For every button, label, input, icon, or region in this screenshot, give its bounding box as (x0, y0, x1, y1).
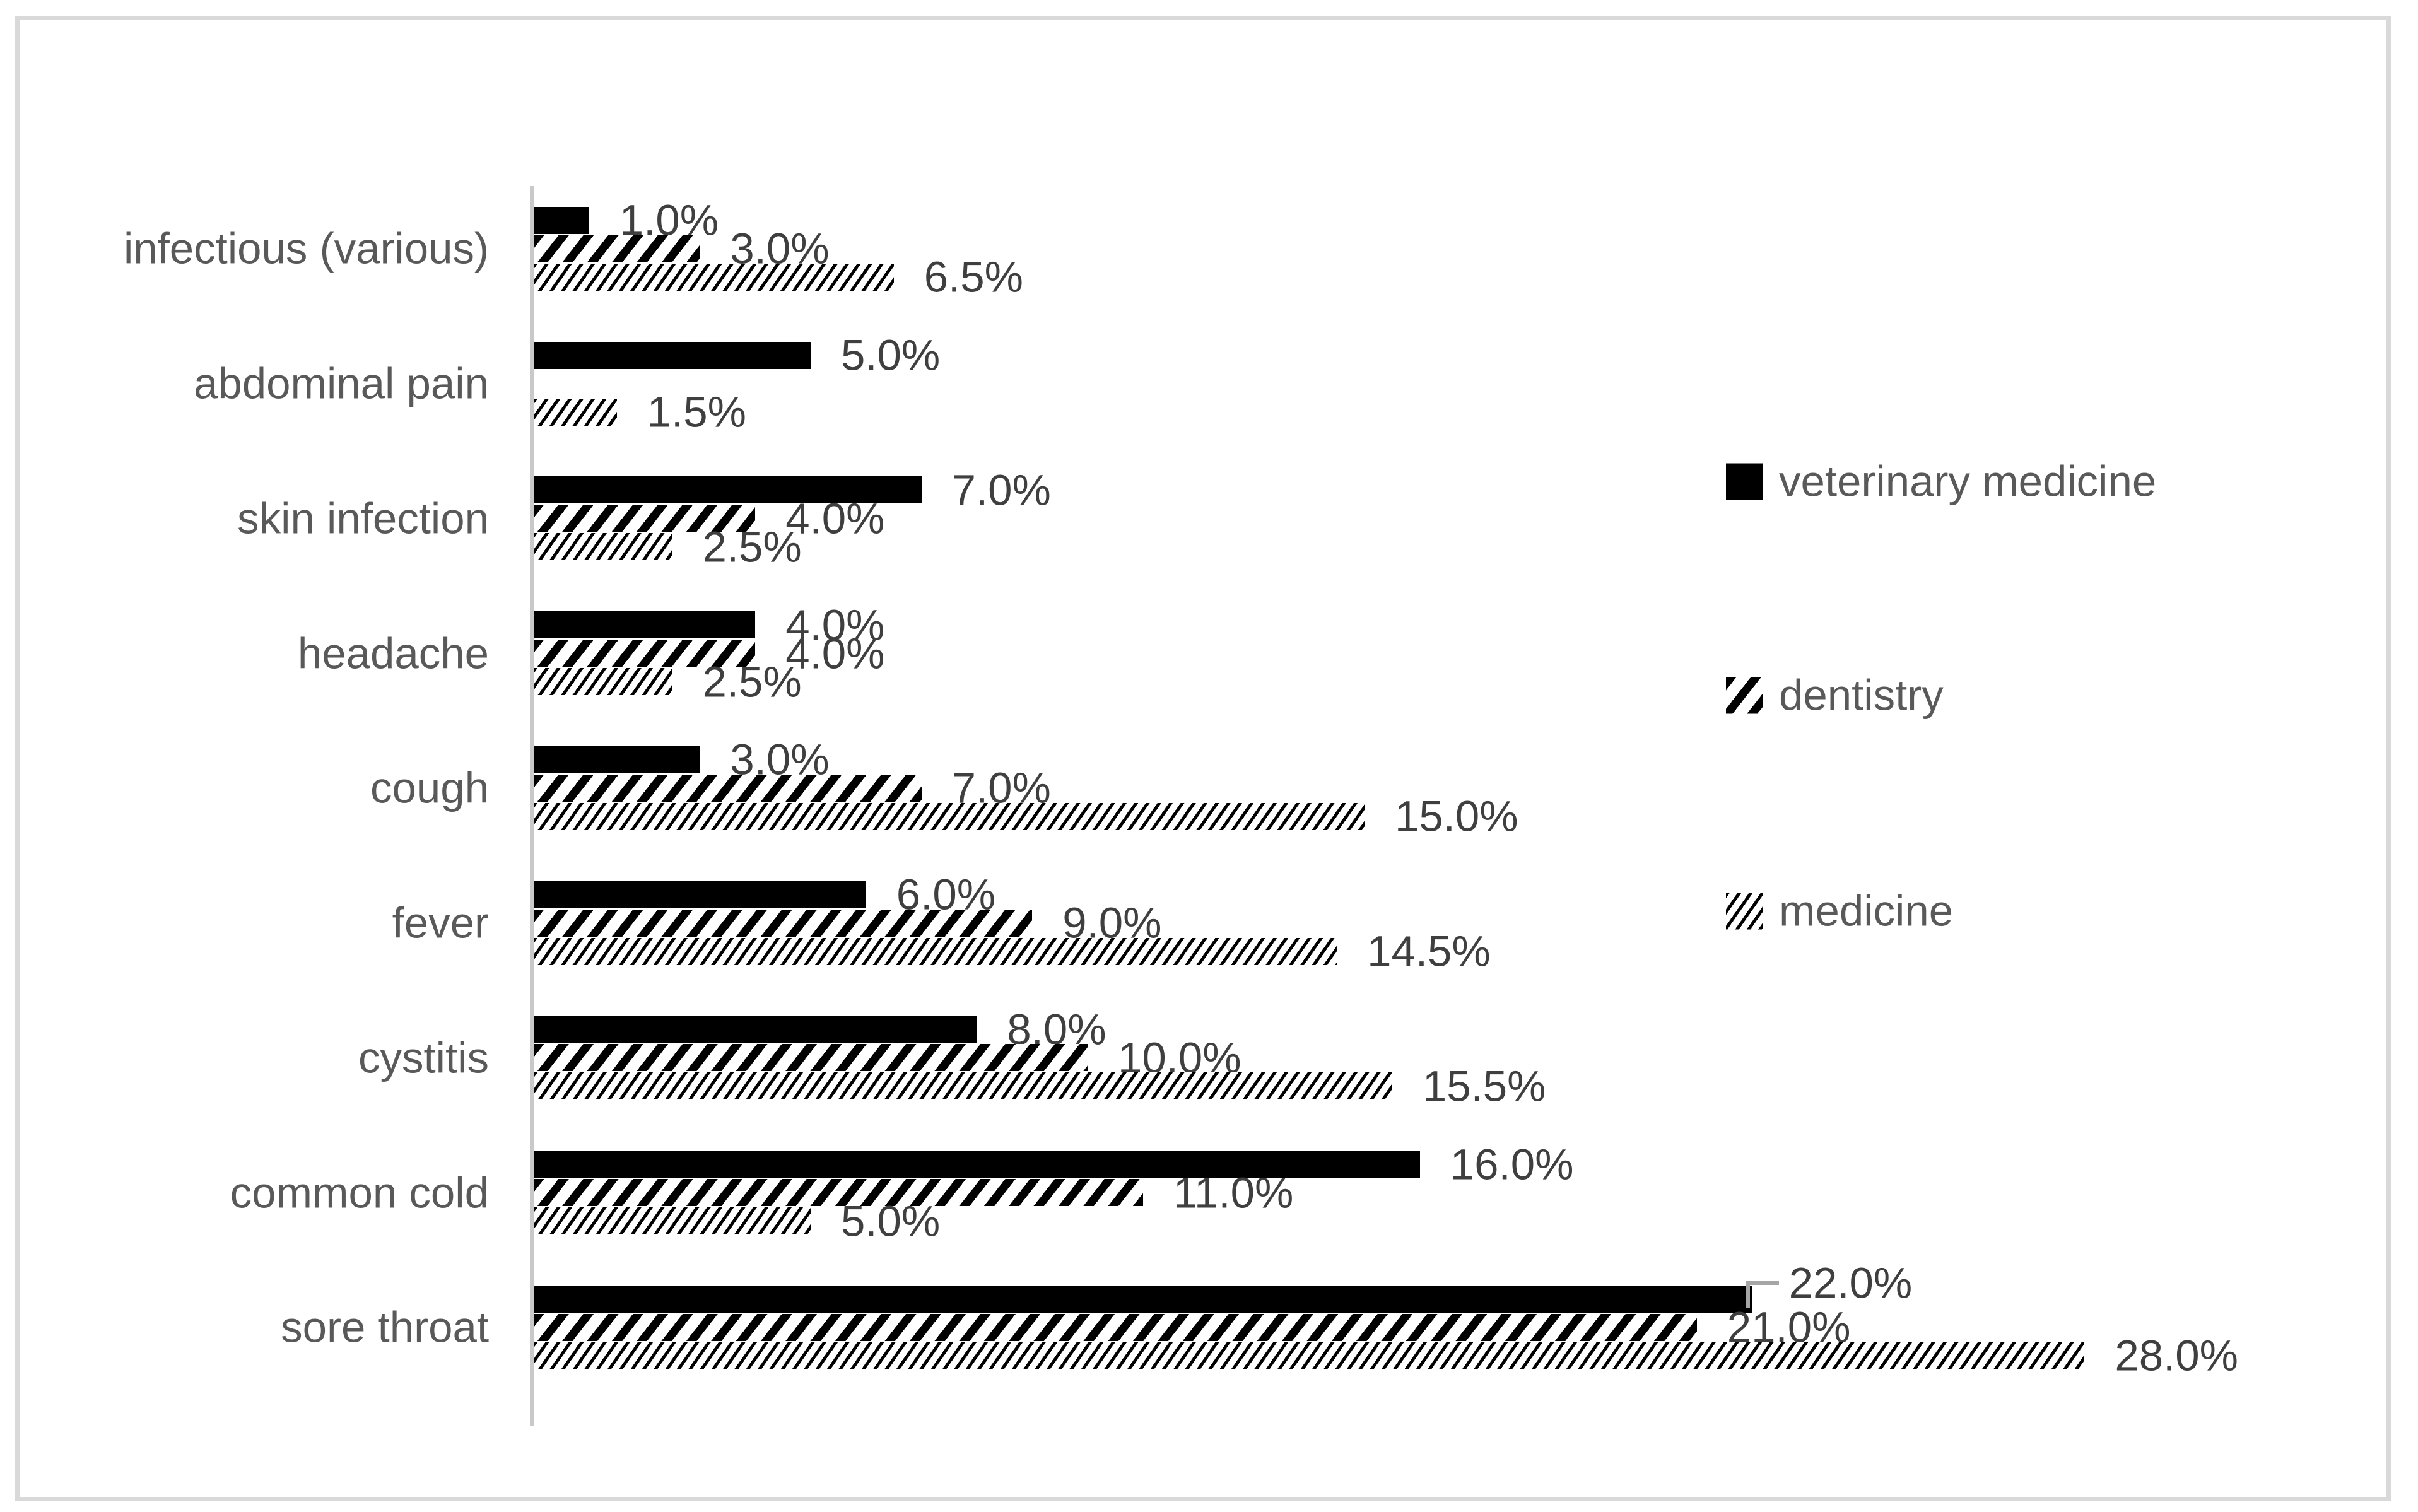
data-label: 2.5% (702, 657, 802, 706)
bar-medicine (534, 668, 672, 695)
category-label: sore throat (281, 1303, 489, 1352)
data-label: 3.0% (730, 735, 830, 784)
data-label: 8.0% (1007, 1005, 1106, 1054)
bar-dentistry (534, 909, 1033, 937)
bar-veterinary-medicine (534, 1151, 1420, 1178)
bar-medicine (534, 533, 672, 561)
bar-veterinary-medicine (534, 746, 700, 773)
data-label: 3.0% (730, 224, 830, 273)
bar-dentistry (534, 774, 922, 802)
bar-dentistry (534, 1179, 1143, 1206)
bar-veterinary-medicine (534, 206, 589, 234)
legend-label-dentistry: dentistry (1779, 671, 1944, 720)
legend-item-veterinary-medicine: veterinary medicine (1726, 460, 2156, 503)
bar-dentistry (534, 640, 756, 667)
bar-veterinary-medicine (534, 341, 811, 369)
category-label: fever (392, 898, 489, 947)
bar-dentistry (534, 1044, 1088, 1072)
bar-veterinary-medicine (534, 1016, 977, 1043)
bar-medicine (534, 802, 1365, 830)
bar-dentistry (534, 505, 756, 532)
category-label: skin infection (237, 494, 489, 543)
legend-label-medicine: medicine (1779, 886, 1954, 935)
data-label: 7.0% (951, 763, 1051, 812)
category-label: common cold (230, 1168, 489, 1217)
bar-medicine (534, 263, 894, 291)
data-label: 22.0% (1788, 1258, 1913, 1308)
data-label: 1.5% (647, 387, 746, 437)
bar-medicine (534, 1342, 2085, 1369)
legend-swatch-fine-hatch-icon (1726, 893, 1763, 929)
legend-swatch-wide-hatch-icon (1726, 677, 1763, 713)
data-label: 11.0% (1173, 1168, 1294, 1217)
bar-dentistry (534, 235, 700, 262)
bar-veterinary-medicine (534, 611, 756, 638)
legend-swatch-solid-icon (1726, 463, 1763, 500)
data-label: 6.0% (896, 870, 996, 919)
data-label: 21.0% (1727, 1303, 1851, 1352)
category-label: cough (370, 763, 489, 812)
category-axis-line (530, 186, 534, 1426)
data-label: 5.0% (841, 1197, 941, 1245)
leader-line (1746, 1281, 1779, 1285)
data-label: 2.5% (702, 522, 802, 571)
leader-line (1746, 1281, 1750, 1308)
bar-medicine (534, 937, 1337, 965)
data-label: 15.5% (1422, 1062, 1546, 1111)
data-label: 28.0% (2115, 1331, 2239, 1380)
data-label: 16.0% (1450, 1140, 1574, 1188)
bar-veterinary-medicine (534, 881, 866, 908)
data-label: 5.0% (841, 331, 941, 380)
legend-label-veterinary-medicine: veterinary medicine (1779, 457, 2157, 506)
data-label: 10.0% (1118, 1033, 1241, 1082)
data-label: 7.0% (951, 466, 1051, 515)
data-label: 9.0% (1062, 898, 1162, 947)
data-label: 6.5% (924, 252, 1023, 302)
category-label: abdominal pain (193, 359, 489, 408)
category-label: cystitis (358, 1033, 489, 1082)
bar-dentistry (534, 1313, 1697, 1341)
data-label: 4.0% (785, 494, 885, 543)
data-label: 1.0% (619, 196, 719, 245)
data-label: 4.0% (785, 601, 885, 649)
data-label: 14.5% (1367, 927, 1491, 976)
bar-medicine (534, 398, 617, 426)
data-label: 15.0% (1395, 792, 1518, 841)
legend-item-dentistry: dentistry (1726, 674, 1944, 717)
bar-veterinary-medicine (534, 1285, 1752, 1313)
category-label: headache (297, 629, 489, 677)
data-label: 4.0% (785, 629, 885, 677)
bar-veterinary-medicine (534, 476, 922, 504)
category-label: infectious (various) (123, 224, 489, 273)
legend-item-medicine: medicine (1726, 889, 1953, 933)
bar-medicine (534, 1207, 811, 1234)
bar-medicine (534, 1072, 1392, 1100)
